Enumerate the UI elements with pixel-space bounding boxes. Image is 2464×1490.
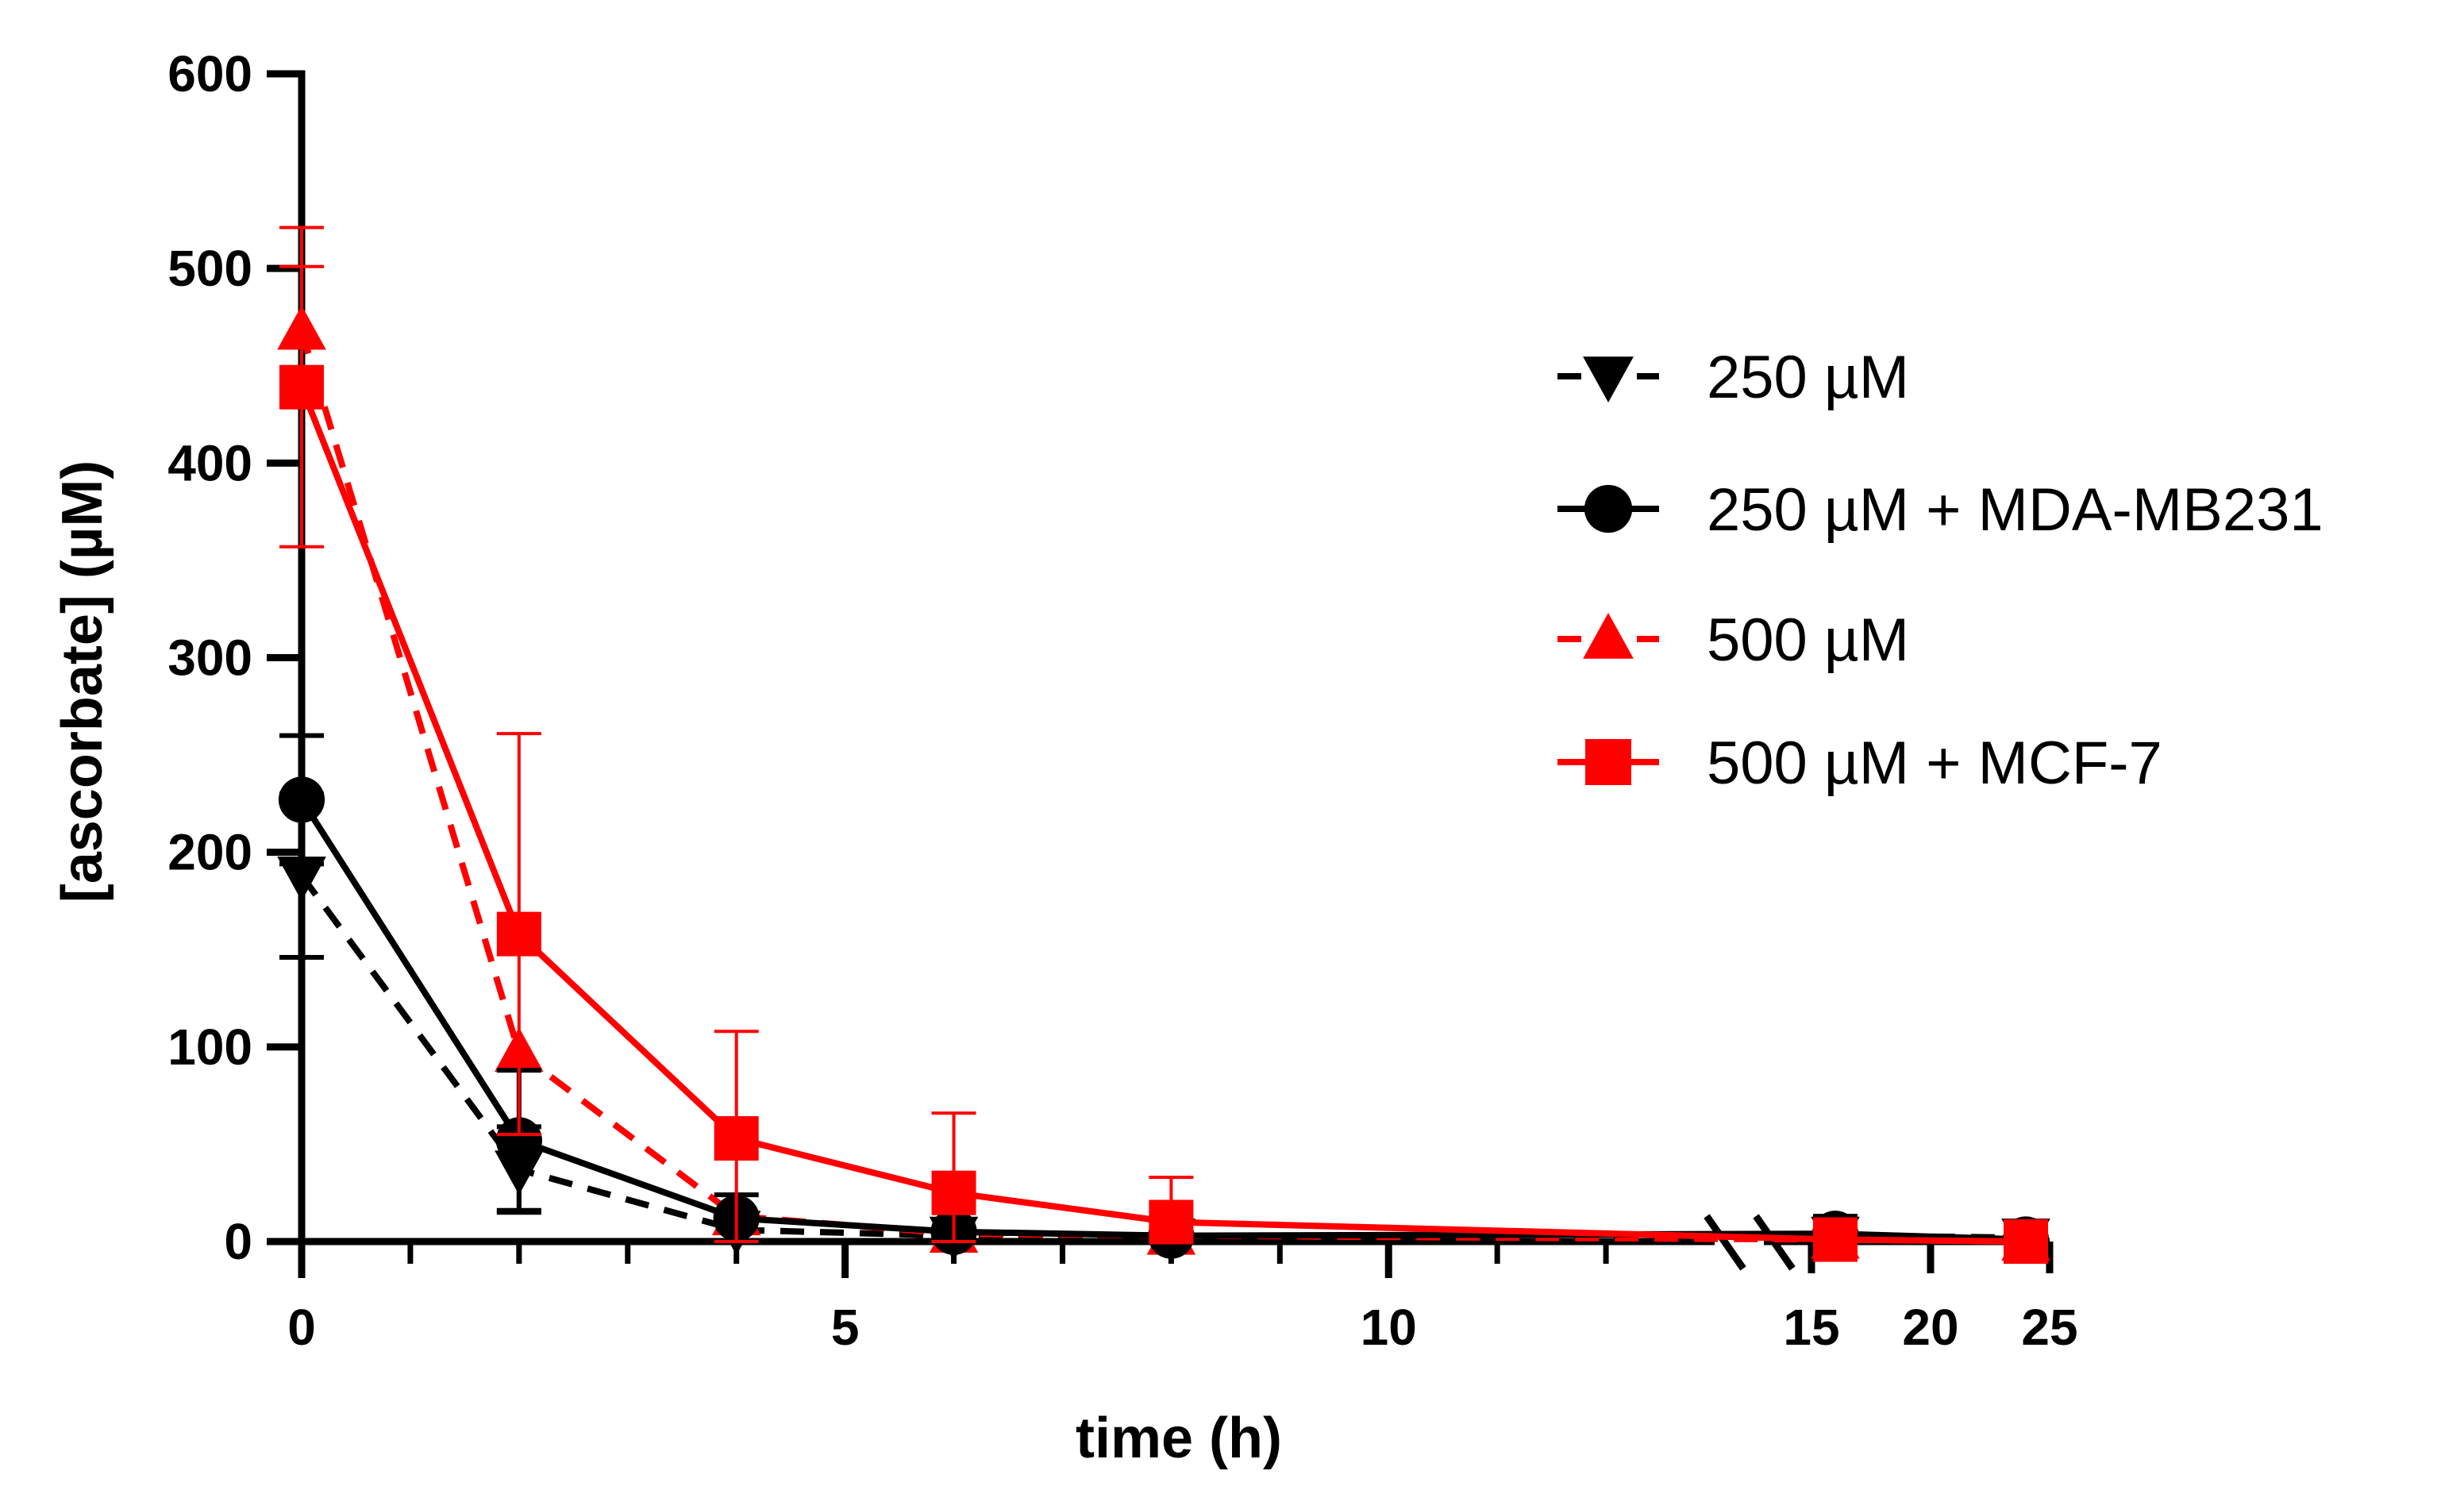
legend-marker (1584, 484, 1633, 533)
data-point (278, 776, 325, 823)
plot-area (277, 225, 2050, 1264)
legend-entry: 250 µM (1557, 344, 1909, 411)
data-point (277, 857, 326, 902)
data-point (1149, 1199, 1194, 1245)
legend-entry: 500 µM (1557, 606, 1909, 674)
y-tick-label: 500 (167, 240, 252, 297)
legend-entry: 250 µM + MDA-MB231 (1557, 476, 2323, 544)
data-point (2004, 1219, 2048, 1264)
legend-marker (1585, 739, 1631, 785)
data-point (496, 911, 541, 957)
x-tick-label: 5 (831, 1299, 860, 1356)
legend-marker (1583, 612, 1634, 659)
x-tick-label: 0 (287, 1299, 316, 1356)
data-point (714, 1116, 759, 1161)
legend-label: 500 µM + MCF-7 (1707, 730, 2162, 797)
legend-label: 250 µM (1707, 344, 1909, 411)
x-tick-label: 25 (2021, 1299, 2077, 1356)
legend-label: 250 µM + MDA-MB231 (1707, 476, 2323, 544)
y-tick-label: 400 (167, 434, 252, 491)
legend-label: 500 µM (1707, 606, 1909, 674)
y-tick-label: 600 (167, 45, 252, 102)
series-line (298, 798, 2027, 1243)
data-point (931, 1170, 976, 1215)
x-tick-label: 10 (1361, 1299, 1417, 1356)
data-point (495, 1117, 542, 1164)
legend-marker (1583, 356, 1634, 403)
y-axis-title: [ascorbate] (µM) (51, 460, 114, 903)
legend: 250 µM 250 µM + MDA-MB231 500 µM 500 µM + M… (1557, 344, 2323, 797)
series-0 (277, 791, 2050, 1264)
y-tick-label: 0 (224, 1213, 252, 1270)
x-axis-title: time (h) (1076, 1407, 1282, 1470)
x-tick-label: 15 (1783, 1299, 1839, 1356)
data-point (1813, 1217, 1858, 1262)
y-tick-label: 300 (167, 629, 252, 687)
data-point (279, 364, 324, 410)
x-tick-label: 20 (1902, 1299, 1958, 1356)
y-tick-label: 100 (167, 1018, 252, 1076)
legend-entry: 500 µM + MCF-7 (1557, 730, 2162, 797)
y-tick-label: 200 (167, 824, 252, 881)
series-3 (279, 225, 2048, 1264)
series-1 (278, 733, 2050, 1263)
axes: 0 100 200 300 400 500 600 0 5 10 15 20 25 time (h) [as… (51, 45, 2078, 1470)
axis-break-mark (1704, 1214, 1746, 1271)
series-line (298, 873, 2027, 1242)
